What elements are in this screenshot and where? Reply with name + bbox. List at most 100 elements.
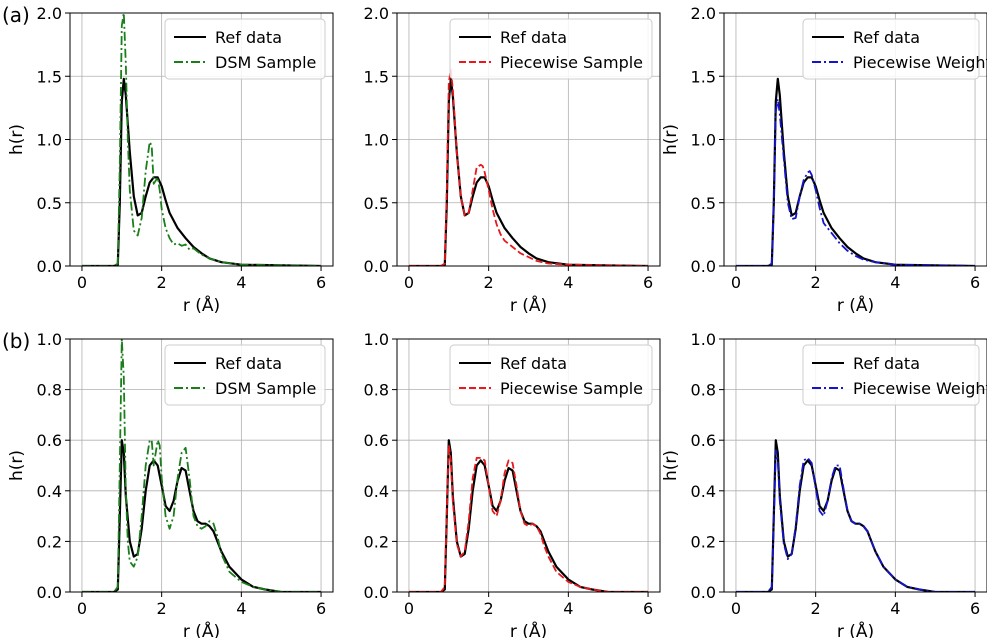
series-line-model <box>82 339 321 592</box>
chart-panel-1: 0 2 4 6 0.0 0.5 1.0 1.5 2.0 r (Å) h(r) Ref data DSM … <box>7 4 334 316</box>
x-tick-label: 2 <box>811 273 821 292</box>
y-tick-label: 0.6 <box>364 431 389 450</box>
plot-frame <box>396 338 661 593</box>
y-tick-label: 0.2 <box>37 532 62 551</box>
legend-entry: Ref data <box>853 28 920 47</box>
y-tick-label: 1.0 <box>37 131 62 150</box>
y-tick-label: 2.0 <box>691 4 716 23</box>
x-axis-label: r (Å) <box>837 620 874 638</box>
x-tick-label: 4 <box>236 599 246 618</box>
y-tick-label: 0.0 <box>364 257 389 276</box>
legend-entry: DSM Sample <box>215 379 316 398</box>
y-tick-label: 1.0 <box>691 330 716 349</box>
y-tick-label: 0.5 <box>37 194 62 213</box>
x-tick-label: 4 <box>563 599 573 618</box>
y-tick-label: 0.0 <box>691 583 716 602</box>
y-tick-label: 1.5 <box>691 67 716 86</box>
series-line-model <box>409 444 648 592</box>
y-axis-label: h(r) <box>7 450 27 481</box>
legend-box <box>164 344 326 406</box>
series-line-model <box>82 13 322 266</box>
x-tick-label: 6 <box>316 599 326 618</box>
x-tick-label: 2 <box>811 599 821 618</box>
x-tick-label: 0 <box>404 599 414 618</box>
x-tick-label: 6 <box>316 273 326 292</box>
y-tick-label: 0.0 <box>37 583 62 602</box>
x-tick-label: 4 <box>563 273 573 292</box>
x-axis-label: r (Å) <box>510 620 547 638</box>
y-tick-label: 0.5 <box>364 194 389 213</box>
x-tick-label: 4 <box>890 273 900 292</box>
legend-box <box>449 344 653 406</box>
legend-entry: Ref data <box>500 354 567 373</box>
chart-panel-4: 0 2 4 6 0.0 0.2 0.4 0.6 0.8 1.0 r (Å) h(r) Ref data D… <box>7 330 334 638</box>
y-tick-label: 0.2 <box>691 532 716 551</box>
legend-entry: Ref data <box>853 354 920 373</box>
y-tick-label: 0.2 <box>364 532 389 551</box>
legend-entry: Ref data <box>500 28 567 47</box>
y-tick-label: 1.0 <box>37 330 62 349</box>
series-line-model <box>736 98 976 266</box>
legend-entry: Piecewise Weighted <box>853 379 987 398</box>
legend-entry: Ref data <box>215 28 282 47</box>
x-tick-label: 2 <box>484 599 494 618</box>
y-tick-label: 0.5 <box>691 194 716 213</box>
y-tick-label: 0.6 <box>691 431 716 450</box>
y-axis-label: h(r) <box>7 124 27 155</box>
plot-frame <box>723 338 987 593</box>
chart-panel-6: 0 2 4 6 0.0 0.2 0.4 0.6 0.8 1.0 r (Å) h(r) Ref data P… <box>661 330 987 638</box>
x-tick-label: 4 <box>890 599 900 618</box>
x-tick-label: 6 <box>970 599 980 618</box>
y-tick-label: 0.4 <box>364 482 389 501</box>
y-tick-label: 0.0 <box>691 257 716 276</box>
row-label-a: (a) <box>2 3 30 27</box>
x-tick-label: 2 <box>157 599 167 618</box>
series-line-ref <box>736 77 976 266</box>
chart-panel-2: 0 2 4 6 0.0 0.5 1.0 1.5 2.0 r (Å) Ref data Piecewis… <box>364 4 661 316</box>
x-tick-label: 0 <box>404 273 414 292</box>
x-axis-label: r (Å) <box>183 294 220 316</box>
y-tick-label: 2.0 <box>37 4 62 23</box>
y-tick-label: 1.5 <box>364 67 389 86</box>
legend-box <box>802 344 980 406</box>
row-label-b: (b) <box>2 329 30 353</box>
y-tick-label: 0.8 <box>364 381 389 400</box>
y-tick-label: 0.4 <box>691 482 716 501</box>
x-axis-label: r (Å) <box>510 294 547 316</box>
y-tick-label: 1.0 <box>364 330 389 349</box>
x-tick-label: 2 <box>157 273 167 292</box>
y-tick-label: 0.8 <box>691 381 716 400</box>
panels: 0 2 4 6 0.0 0.5 1.0 1.5 2.0 r (Å) h(r) Ref data DSM … <box>7 4 987 638</box>
y-tick-label: 1.0 <box>691 131 716 150</box>
x-tick-label: 0 <box>77 273 87 292</box>
y-tick-label: 0.0 <box>364 583 389 602</box>
y-tick-label: 1.5 <box>37 67 62 86</box>
y-tick-label: 2.0 <box>364 4 389 23</box>
x-tick-label: 2 <box>484 273 494 292</box>
legend-entry: DSM Sample <box>215 53 316 72</box>
legend-entry: Piecewise Weighted <box>853 53 987 72</box>
x-tick-label: 6 <box>643 599 653 618</box>
series-line-model <box>736 449 975 592</box>
x-tick-label: 0 <box>731 599 741 618</box>
y-axis-label: h(r) <box>661 450 681 481</box>
legend-entry: Piecewise Sample <box>500 53 643 72</box>
plot-frame <box>69 338 334 593</box>
y-tick-label: 1.0 <box>364 131 389 150</box>
chart-panel-5: 0 2 4 6 0.0 0.2 0.4 0.6 0.8 1.0 r (Å) Ref data Piece… <box>364 330 661 638</box>
legend-box <box>449 18 653 80</box>
series-line-model <box>409 69 649 266</box>
legend-entry: Piecewise Sample <box>500 379 643 398</box>
x-axis-label: r (Å) <box>183 620 220 638</box>
x-tick-label: 4 <box>236 273 246 292</box>
legend-entry: Ref data <box>215 354 282 373</box>
x-tick-label: 0 <box>77 599 87 618</box>
x-tick-label: 6 <box>970 273 980 292</box>
legend-box <box>164 18 326 80</box>
legend-box <box>802 18 980 80</box>
y-axis-label: h(r) <box>661 124 681 155</box>
x-axis-label: r (Å) <box>837 294 874 316</box>
y-tick-label: 0.6 <box>37 431 62 450</box>
x-tick-label: 0 <box>731 273 741 292</box>
